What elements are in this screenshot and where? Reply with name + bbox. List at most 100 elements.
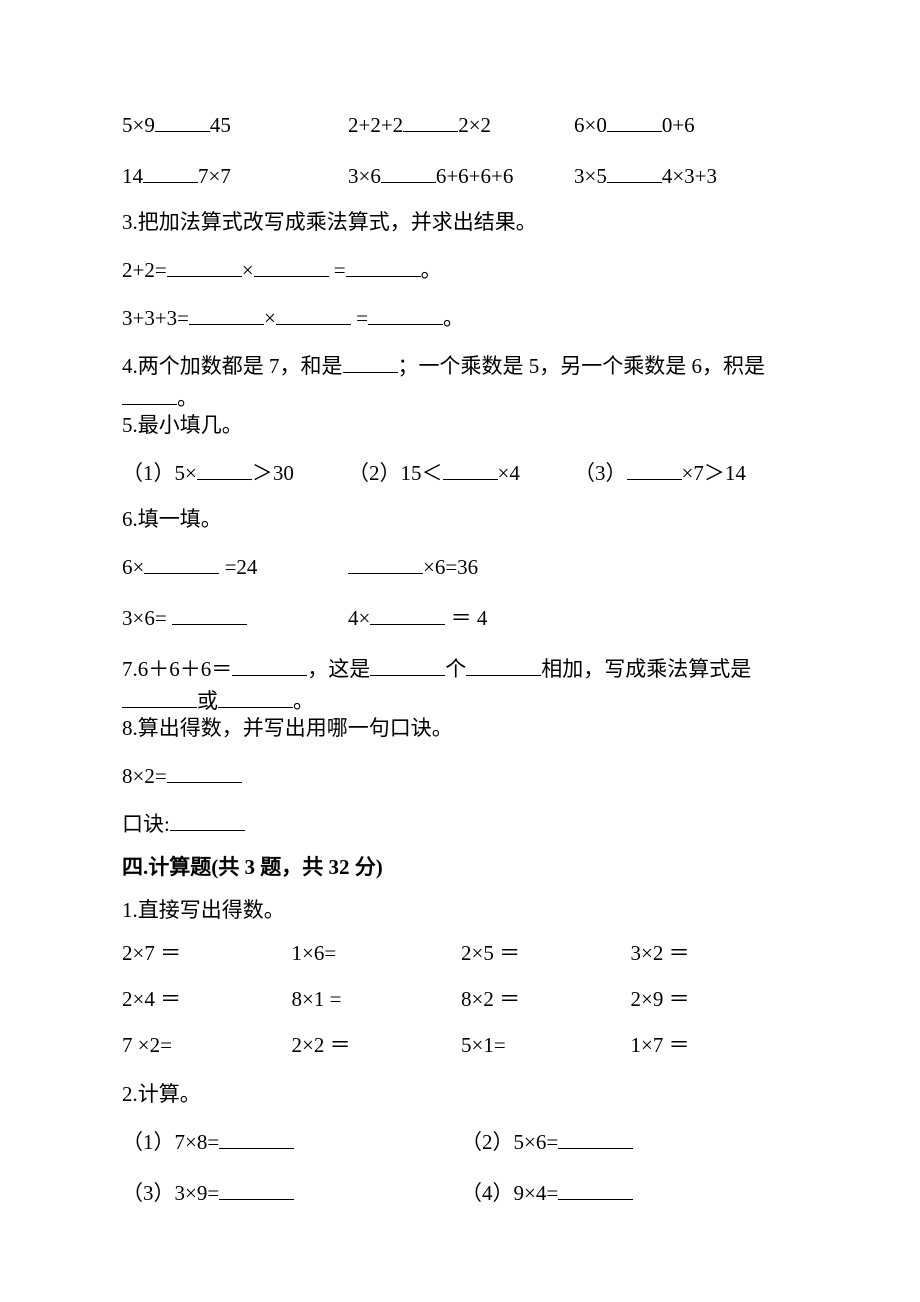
blank[interactable] [122, 686, 197, 708]
q6-row2: 3×6= 4× ＝ 4 [122, 603, 800, 629]
text: 6× [122, 555, 144, 579]
q3-line-1: 2+2=× =。 [122, 255, 800, 281]
calc-item: 1×6= [292, 943, 462, 964]
label: （4）9×4= [461, 1181, 558, 1205]
text: ×4 [498, 461, 520, 485]
q6-r2c1: 3×6= [122, 603, 348, 629]
compare-cell: 5×945 [122, 110, 348, 136]
end: 。 [443, 306, 464, 330]
blank[interactable] [218, 686, 293, 708]
eq: = [351, 306, 368, 330]
compare-cell: 2+2+22×2 [348, 110, 574, 136]
lhs: 14 [122, 164, 143, 188]
q4-line2: 。 [122, 383, 800, 409]
blank[interactable] [558, 1127, 633, 1149]
rhs: 0+6 [662, 113, 695, 137]
q7-line2: 或。 [122, 686, 800, 712]
blank[interactable] [143, 161, 198, 183]
blank[interactable] [368, 303, 443, 325]
calc2-item: （3）3×9= [122, 1178, 461, 1204]
s4-q1-title: 1.直接写出得数。 [122, 900, 800, 921]
blank[interactable] [232, 654, 307, 676]
text: 7.6＋6＋6＝ [122, 657, 232, 681]
text: 8×2= [122, 764, 167, 788]
blank[interactable] [381, 161, 436, 183]
spacer [574, 603, 800, 629]
q5-part-1: （1）5×＞30 [122, 458, 348, 484]
rhs: 2×2 [458, 113, 491, 137]
calc-item: 7 ×2= [122, 1035, 292, 1056]
rhs: 7×7 [198, 164, 231, 188]
label: （1）7×8= [122, 1130, 219, 1154]
calc-item: 8×1 = [292, 989, 462, 1010]
text: ；一个乘数是 5，另一个乘数是 6，积是 [398, 354, 766, 378]
blank[interactable] [370, 654, 445, 676]
lhs: 3+3+3= [122, 306, 189, 330]
blank[interactable] [155, 110, 210, 132]
blank[interactable] [627, 458, 682, 480]
blank[interactable] [167, 255, 242, 277]
blank[interactable] [443, 458, 498, 480]
q6-r2c2: 4× ＝ 4 [348, 603, 574, 629]
q6-r1c2: ×6=36 [348, 552, 574, 578]
blank[interactable] [172, 603, 247, 625]
blank[interactable] [167, 761, 242, 783]
blank[interactable] [254, 255, 329, 277]
blank[interactable] [144, 552, 219, 574]
lhs: 3×5 [574, 164, 607, 188]
times: × [242, 258, 254, 282]
compare-cell: 6×0 0+6 [574, 110, 800, 136]
q8-title: 8.算出得数，并写出用哪一句口诀。 [122, 718, 800, 739]
blank[interactable] [197, 458, 252, 480]
label: （3）3×9= [122, 1181, 219, 1205]
calc-item: 3×2 ＝ [631, 943, 801, 964]
label: （2）5×6= [461, 1130, 558, 1154]
q5-part-3: （3） ×7＞14 [574, 458, 800, 484]
calc-item: 8×2 ＝ [461, 989, 631, 1010]
blank[interactable] [607, 110, 662, 132]
blank[interactable] [346, 255, 421, 277]
blank[interactable] [219, 1178, 294, 1200]
blank[interactable] [170, 809, 245, 831]
blank[interactable] [276, 303, 351, 325]
lhs: 6×0 [574, 113, 607, 137]
q4-line1: 4.两个加数都是 7，和是 ；一个乘数是 5，另一个乘数是 6，积是 [122, 351, 800, 377]
text: ×7＞14 [682, 461, 746, 485]
text: 4× [348, 606, 370, 630]
blank[interactable] [219, 1127, 294, 1149]
blank[interactable] [370, 603, 445, 625]
text: 或 [197, 689, 218, 713]
q5-title: 5.最小填几。 [122, 415, 800, 436]
compare-row-1: 5×945 2+2+22×2 6×0 0+6 [122, 110, 800, 136]
q6-r1c1: 6× =24 [122, 552, 348, 578]
blank[interactable] [403, 110, 458, 132]
text: （3） [574, 461, 627, 485]
q6-row1: 6× =24 ×6=36 [122, 552, 800, 578]
rhs: 45 [210, 113, 231, 137]
calc-item: 2×7 ＝ [122, 943, 292, 964]
rhs: 6+6+6+6 [436, 164, 514, 188]
text: ＞30 [252, 461, 294, 485]
blank[interactable] [607, 161, 662, 183]
q6-title: 6.填一填。 [122, 509, 800, 530]
blank[interactable] [189, 303, 264, 325]
blank[interactable] [348, 552, 423, 574]
compare-cell: 14 7×7 [122, 161, 348, 187]
lhs: 3×6 [348, 164, 381, 188]
blank[interactable] [122, 383, 177, 405]
calc-item: 2×4 ＝ [122, 989, 292, 1010]
calc-item: 5×1= [461, 1035, 631, 1056]
blank[interactable] [343, 351, 398, 373]
text: 。 [177, 386, 198, 410]
eq: = [329, 258, 346, 282]
rhs: 4×3+3 [662, 164, 717, 188]
end: 。 [421, 258, 442, 282]
text: 口诀: [122, 812, 170, 836]
blank[interactable] [558, 1178, 633, 1200]
text: （2）15＜ [348, 461, 443, 485]
text: 4.两个加数都是 7，和是 [122, 354, 343, 378]
s4-q2-title: 2.计算。 [122, 1084, 800, 1105]
q8-koujue: 口诀: [122, 809, 800, 835]
section-4-heading: 四.计算题(共 3 题，共 32 分) [122, 857, 800, 878]
blank[interactable] [466, 654, 541, 676]
